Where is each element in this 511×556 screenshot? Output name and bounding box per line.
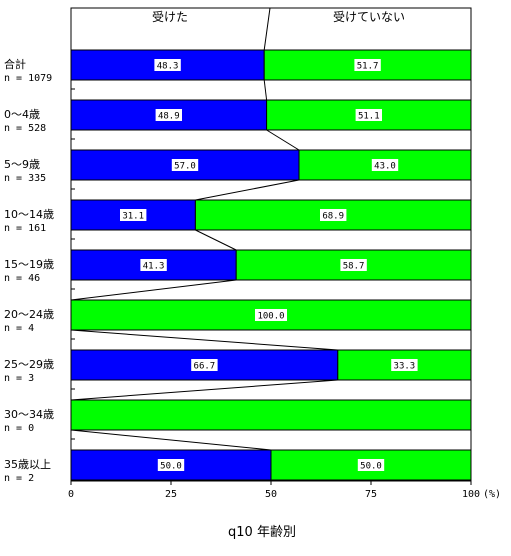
value-label: 100.0 xyxy=(257,312,284,322)
x-unit-label: (%) xyxy=(483,489,501,500)
value-label: 48.9 xyxy=(158,112,180,122)
value-label: 58.7 xyxy=(343,262,365,272)
category-n-label: n = 528 xyxy=(4,123,46,134)
value-label-bg xyxy=(255,309,287,321)
value-label: 50.0 xyxy=(160,462,182,472)
value-label-bg xyxy=(155,109,182,121)
value-label: 43.0 xyxy=(374,162,396,172)
x-tick-label: 50 xyxy=(265,489,277,500)
value-label-bg xyxy=(391,359,418,371)
category-n-label: n = 161 xyxy=(4,223,46,234)
category-label: 合計 xyxy=(4,57,26,71)
category-label: 0～4歳 xyxy=(4,108,40,121)
value-label-bg xyxy=(157,459,185,471)
value-label: 66.7 xyxy=(194,362,216,372)
value-label: 50.0 xyxy=(360,462,382,472)
connector-line xyxy=(263,7,271,51)
value-label-bg xyxy=(354,59,381,71)
connector-line xyxy=(263,79,268,101)
category-label: 15～19歳 xyxy=(4,258,54,271)
category-label: 25～29歳 xyxy=(4,358,54,371)
legend-received: 受けた xyxy=(152,10,188,24)
x-tick-label: 75 xyxy=(365,489,377,500)
value-label: 48.3 xyxy=(157,62,179,72)
value-label: 33.3 xyxy=(394,362,416,372)
category-n-label: n = 2 xyxy=(4,473,34,484)
category-n-label: n = 0 xyxy=(4,423,34,434)
value-label: 68.9 xyxy=(322,212,344,222)
value-label: 51.1 xyxy=(358,112,380,122)
category-n-label: n = 1079 xyxy=(4,73,52,84)
connector-line xyxy=(195,229,237,251)
legend-not-received: 受けていない xyxy=(333,10,405,24)
category-label: 30～34歳 xyxy=(4,408,54,421)
category-n-label: n = 46 xyxy=(4,273,40,284)
category-n-label: n = 4 xyxy=(4,323,34,334)
connector-line xyxy=(70,329,338,351)
value-label-bg xyxy=(140,259,167,271)
value-label-bg xyxy=(154,59,181,71)
value-label: 31.1 xyxy=(122,212,144,222)
value-label: 51.7 xyxy=(357,62,379,72)
x-tick-label: 25 xyxy=(165,489,177,500)
chart-title: q10 年齢別 xyxy=(228,525,296,540)
value-label: 57.0 xyxy=(174,162,196,172)
x-tick-label: 0 xyxy=(68,489,74,500)
value-label-bg xyxy=(357,459,385,471)
bar-not-received xyxy=(70,399,472,431)
category-label: 20～24歳 xyxy=(4,308,54,321)
category-n-label: n = 3 xyxy=(4,373,34,384)
connector-line xyxy=(70,379,338,401)
category-label: 10～14歳 xyxy=(4,208,54,221)
value-label-bg xyxy=(340,259,367,271)
value-label-bg xyxy=(120,209,147,221)
value-label-bg xyxy=(191,359,218,371)
connector-line xyxy=(70,429,272,451)
value-label-bg xyxy=(320,209,347,221)
value-label-bg xyxy=(355,109,382,121)
connector-line xyxy=(266,129,300,151)
value-label: 41.3 xyxy=(143,262,165,272)
category-n-label: n = 335 xyxy=(4,173,46,184)
value-label-bg xyxy=(371,159,399,171)
connector-line xyxy=(70,279,237,301)
value-label-bg xyxy=(171,159,199,171)
category-label: 35歳以上 xyxy=(4,458,51,471)
category-label: 5～9歳 xyxy=(4,158,40,171)
x-tick-label: 100 xyxy=(462,489,480,500)
connector-line xyxy=(195,179,300,201)
